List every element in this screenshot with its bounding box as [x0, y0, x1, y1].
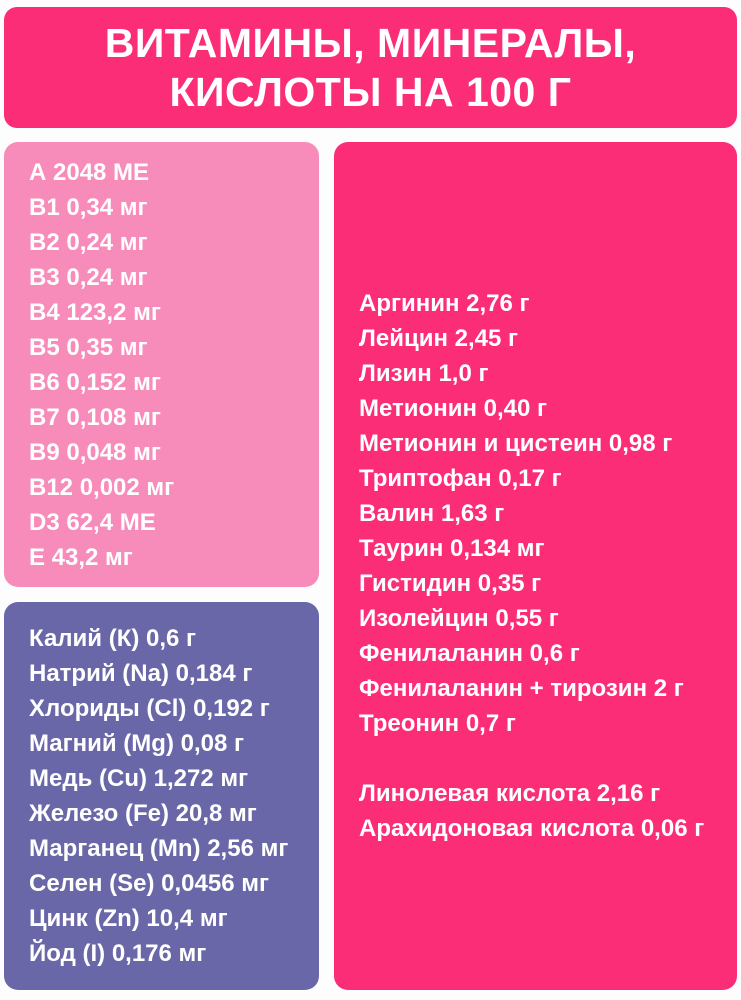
- amino-acid-row: Фенилаланин 0,6 г: [359, 640, 580, 667]
- amino-acid-row: Аргинин 2,76 г: [359, 290, 530, 317]
- amino-acid-row: Метионин и цистеин 0,98 г: [359, 430, 673, 457]
- page-title-line1: ВИТАМИНЫ, МИНЕРАЛЫ,: [104, 20, 637, 67]
- mineral-row: Медь (Cu) 1,272 мг: [29, 765, 249, 792]
- mineral-row: Цинк (Zn) 10,4 мг: [29, 905, 228, 932]
- vitamin-row: В3 0,24 мг: [29, 263, 148, 291]
- mineral-row: Железо (Fe) 20,8 мг: [29, 800, 257, 827]
- amino-acid-row: Валин 1,63 г: [359, 500, 505, 527]
- vitamin-row: В2 0,24 мг: [29, 228, 148, 256]
- amino-acid-row: Фенилаланин + тирозин 2 г: [359, 675, 684, 702]
- vitamin-row: В12 0,002 мг: [29, 473, 175, 501]
- mineral-row: Калий (К) 0,6 г: [29, 625, 197, 652]
- vitamin-row: В5 0,35 мг: [29, 333, 148, 361]
- vitamin-row: D3 62,4 МЕ: [29, 508, 156, 536]
- fatty-acid-row: Арахидоновая кислота 0,06 г: [359, 815, 705, 842]
- vitamins-panel: А 2048 МЕ В1 0,34 мг В2 0,24 мг В3 0,24 мг В…: [4, 142, 319, 587]
- vitamin-row: Е 43,2 мг: [29, 543, 133, 571]
- mineral-row: Селен (Se) 0,0456 мг: [29, 870, 269, 897]
- mineral-row: Марганец (Mn) 2,56 мг: [29, 835, 289, 862]
- amino-acid-row: Лизин 1,0 г: [359, 360, 489, 387]
- fatty-acid-row: Линолевая кислота 2,16 г: [359, 780, 661, 807]
- vitamin-row: А 2048 МЕ: [29, 158, 150, 186]
- left-column: А 2048 МЕ В1 0,34 мг В2 0,24 мг В3 0,24 мг В…: [4, 142, 319, 990]
- vitamin-row: В6 0,152 мг: [29, 368, 161, 396]
- content-columns: А 2048 МЕ В1 0,34 мг В2 0,24 мг В3 0,24 мг В…: [4, 142, 737, 990]
- fatty-acids-list: Линолевая кислота 2,16 г Арахидоновая кис…: [359, 776, 717, 846]
- amino-acid-row: Лейцин 2,45 г: [359, 325, 518, 352]
- vitamin-row: В4 123,2 мг: [29, 298, 161, 326]
- amino-acids-list: Аргинин 2,76 г Лейцин 2,45 г Лизин 1,0 г Ме…: [359, 286, 717, 741]
- mineral-row: Магний (Mg) 0,08 г: [29, 730, 244, 757]
- amino-acid-row: Гистидин 0,35 г: [359, 570, 542, 597]
- mineral-row: Натрий (Na) 0,184 г: [29, 660, 253, 687]
- amino-acid-row: Изолейцин 0,55 г: [359, 605, 559, 632]
- vitamin-row: В1 0,34 мг: [29, 193, 148, 221]
- mineral-row: Йод (I) 0,176 мг: [29, 940, 207, 967]
- acids-panel: Аргинин 2,76 г Лейцин 2,45 г Лизин 1,0 г Ме…: [334, 142, 737, 990]
- page-title: ВИТАМИНЫ, МИНЕРАЛЫ, КИСЛОТЫ НА 100 Г: [4, 7, 737, 128]
- minerals-panel: Калий (К) 0,6 г Натрий (Na) 0,184 г Хлорид…: [4, 602, 319, 990]
- amino-acid-row: Метионин 0,40 г: [359, 395, 547, 422]
- vitamin-row: В9 0,048 мг: [29, 438, 161, 466]
- vitamin-row: В7 0,108 мг: [29, 403, 161, 431]
- page-title-line2: КИСЛОТЫ НА 100 Г: [169, 68, 572, 115]
- list-gap: [359, 741, 717, 776]
- amino-acid-row: Триптофан 0,17 г: [359, 465, 562, 492]
- amino-acid-row: Треонин 0,7 г: [359, 710, 516, 737]
- mineral-row: Хлориды (Cl) 0,192 г: [29, 695, 270, 722]
- amino-acid-row: Таурин 0,134 мг: [359, 535, 545, 562]
